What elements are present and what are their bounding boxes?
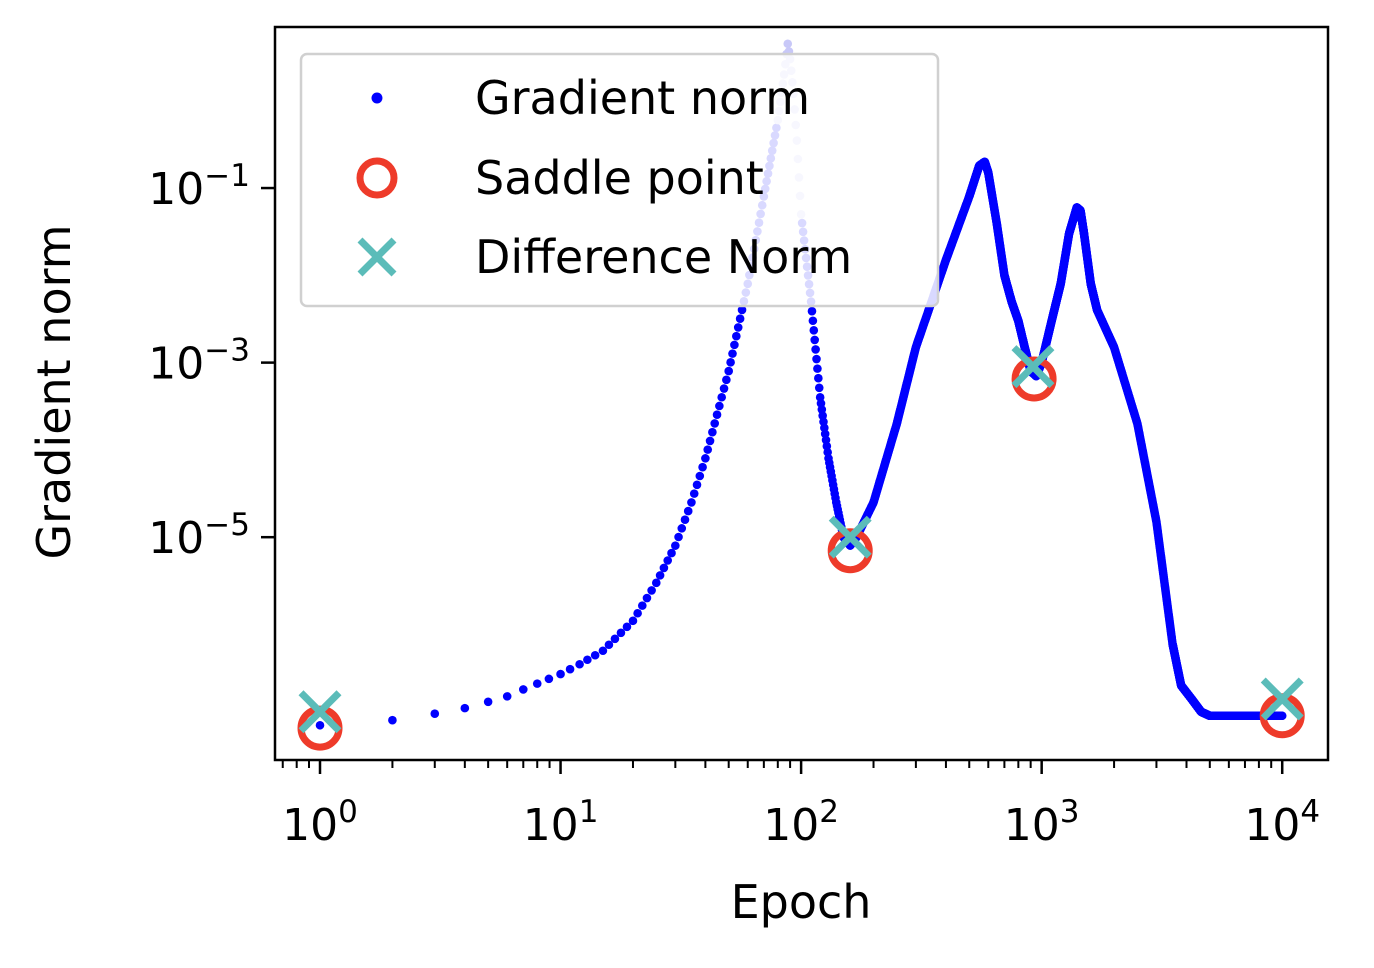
gradient-norm-point — [659, 563, 669, 573]
gradient-norm-point — [735, 314, 745, 324]
gradient-norm-point — [715, 401, 724, 411]
gradient-norm-point — [810, 335, 820, 345]
gradient-norm-point — [315, 720, 325, 730]
gradient-norm-point — [730, 340, 739, 350]
gradient-norm-point — [628, 616, 638, 626]
gradient-norm-point — [677, 524, 687, 533]
gradient-norm-point — [811, 345, 820, 354]
gradient-norm-point — [647, 586, 656, 595]
gradient-norm-point — [687, 498, 696, 507]
legend-difference-norm-marker — [357, 237, 397, 277]
gradient-norm-point — [698, 462, 707, 472]
gradient-norm-point — [532, 679, 542, 688]
gradient-norm-point — [812, 354, 821, 364]
x-tick-label: 102 — [763, 794, 839, 851]
difference-norm-marker — [1260, 677, 1304, 721]
gradient-norm-point — [814, 373, 823, 383]
legend-gradient-norm-label: Gradient norm — [475, 71, 810, 125]
gradient-norm-point — [651, 578, 661, 588]
gradient-norm-point — [737, 305, 747, 315]
gradient-norm-point — [674, 532, 683, 542]
y-tick-label: 10−3 — [148, 333, 250, 390]
gradient-norm-point — [460, 703, 470, 713]
gradient-norm-point — [590, 650, 600, 660]
gradient-norm-point — [710, 419, 720, 428]
difference-norm-series — [298, 345, 1304, 734]
legend-saddle-point-marker — [356, 157, 398, 199]
gradient-norm-point — [518, 685, 528, 694]
gradient-norm-point — [708, 427, 717, 437]
gradient-norm-point — [814, 383, 824, 393]
gradient-norm-point — [712, 410, 722, 420]
gradient-norm-point — [483, 697, 493, 707]
difference-norm-stroke — [828, 515, 872, 559]
gradient-norm-point — [502, 692, 512, 701]
x-tick-label: 103 — [1004, 794, 1080, 851]
x-tick-label: 100 — [282, 794, 358, 851]
gradient-norm-point — [1277, 711, 1287, 721]
gradient-norm-point — [637, 601, 647, 610]
legend-box — [299, 52, 940, 308]
x-tick-label: 104 — [1244, 794, 1320, 851]
gradient-norm-point — [705, 436, 715, 446]
gradient-norm-point — [717, 392, 727, 402]
gradient-norm-point — [728, 349, 737, 358]
gradient-norm-point — [565, 664, 575, 674]
y-axis-label: Gradient norm — [27, 224, 81, 559]
gradient-norm-point — [622, 622, 632, 632]
saddle-point-marker — [1011, 356, 1057, 402]
difference-norm-stroke — [298, 690, 342, 734]
gradient-norm-point — [604, 640, 614, 650]
gradient-norm-point — [556, 669, 565, 679]
gradient-norm-point — [610, 634, 620, 644]
saddle-point-marker — [827, 528, 873, 574]
difference-norm-stroke — [1260, 677, 1304, 721]
gradient-norm-point — [701, 454, 710, 463]
difference-norm-marker — [1011, 345, 1055, 389]
y-tick-label: 10−1 — [148, 158, 250, 215]
gradient-norm-point — [732, 331, 741, 341]
gradient-norm-point — [598, 646, 608, 656]
gradient-norm-point — [726, 358, 735, 367]
gradient-norm-point — [807, 306, 817, 316]
gradient-norm-point — [719, 384, 729, 393]
gradient-norm-point — [633, 608, 642, 618]
legend-difference-norm-label: Difference Norm — [475, 230, 852, 284]
gradient-norm-point — [655, 571, 665, 580]
gradient-norm-point — [671, 541, 680, 550]
legend-gradient-norm-marker — [371, 92, 383, 104]
gradient-norm-point — [809, 326, 819, 335]
gradient-norm-point — [667, 548, 676, 558]
y-tick-label: 10−5 — [148, 507, 250, 564]
gradient-norm-point — [583, 655, 592, 665]
gradient-norm-point — [575, 659, 584, 669]
legend: Gradient norm Saddle point Difference No… — [299, 52, 940, 308]
gradient-norm-point — [663, 556, 673, 565]
gradient-norm-point — [808, 316, 818, 326]
gradient-norm-point — [703, 445, 713, 454]
x-axis-label: Epoch — [731, 875, 872, 929]
gradient-norm-point — [642, 593, 652, 603]
difference-norm-marker — [298, 690, 342, 734]
gradient-norm-point — [430, 709, 440, 718]
gradient-norm-point — [616, 628, 626, 638]
difference-norm-stroke — [1011, 345, 1055, 389]
gradient-norm-point — [813, 364, 822, 373]
gradient-norm-point — [388, 715, 397, 725]
x-tick-label: 101 — [523, 794, 599, 851]
gradient-norm-point — [783, 39, 793, 49]
difference-norm-marker — [828, 515, 872, 559]
gradient-norm-point — [695, 471, 705, 481]
gradient-norm-point — [680, 515, 690, 525]
gradient-norm-point — [692, 480, 702, 490]
gradient-norm-point — [724, 366, 733, 376]
gradient-norm-point — [689, 489, 699, 498]
gradient-norm-point — [683, 506, 693, 516]
gradient-norm-point — [733, 323, 743, 332]
legend-saddle-point-label: Saddle point — [475, 151, 764, 205]
gradient-norm-point — [544, 674, 554, 684]
gradient-norm-point — [722, 375, 731, 385]
